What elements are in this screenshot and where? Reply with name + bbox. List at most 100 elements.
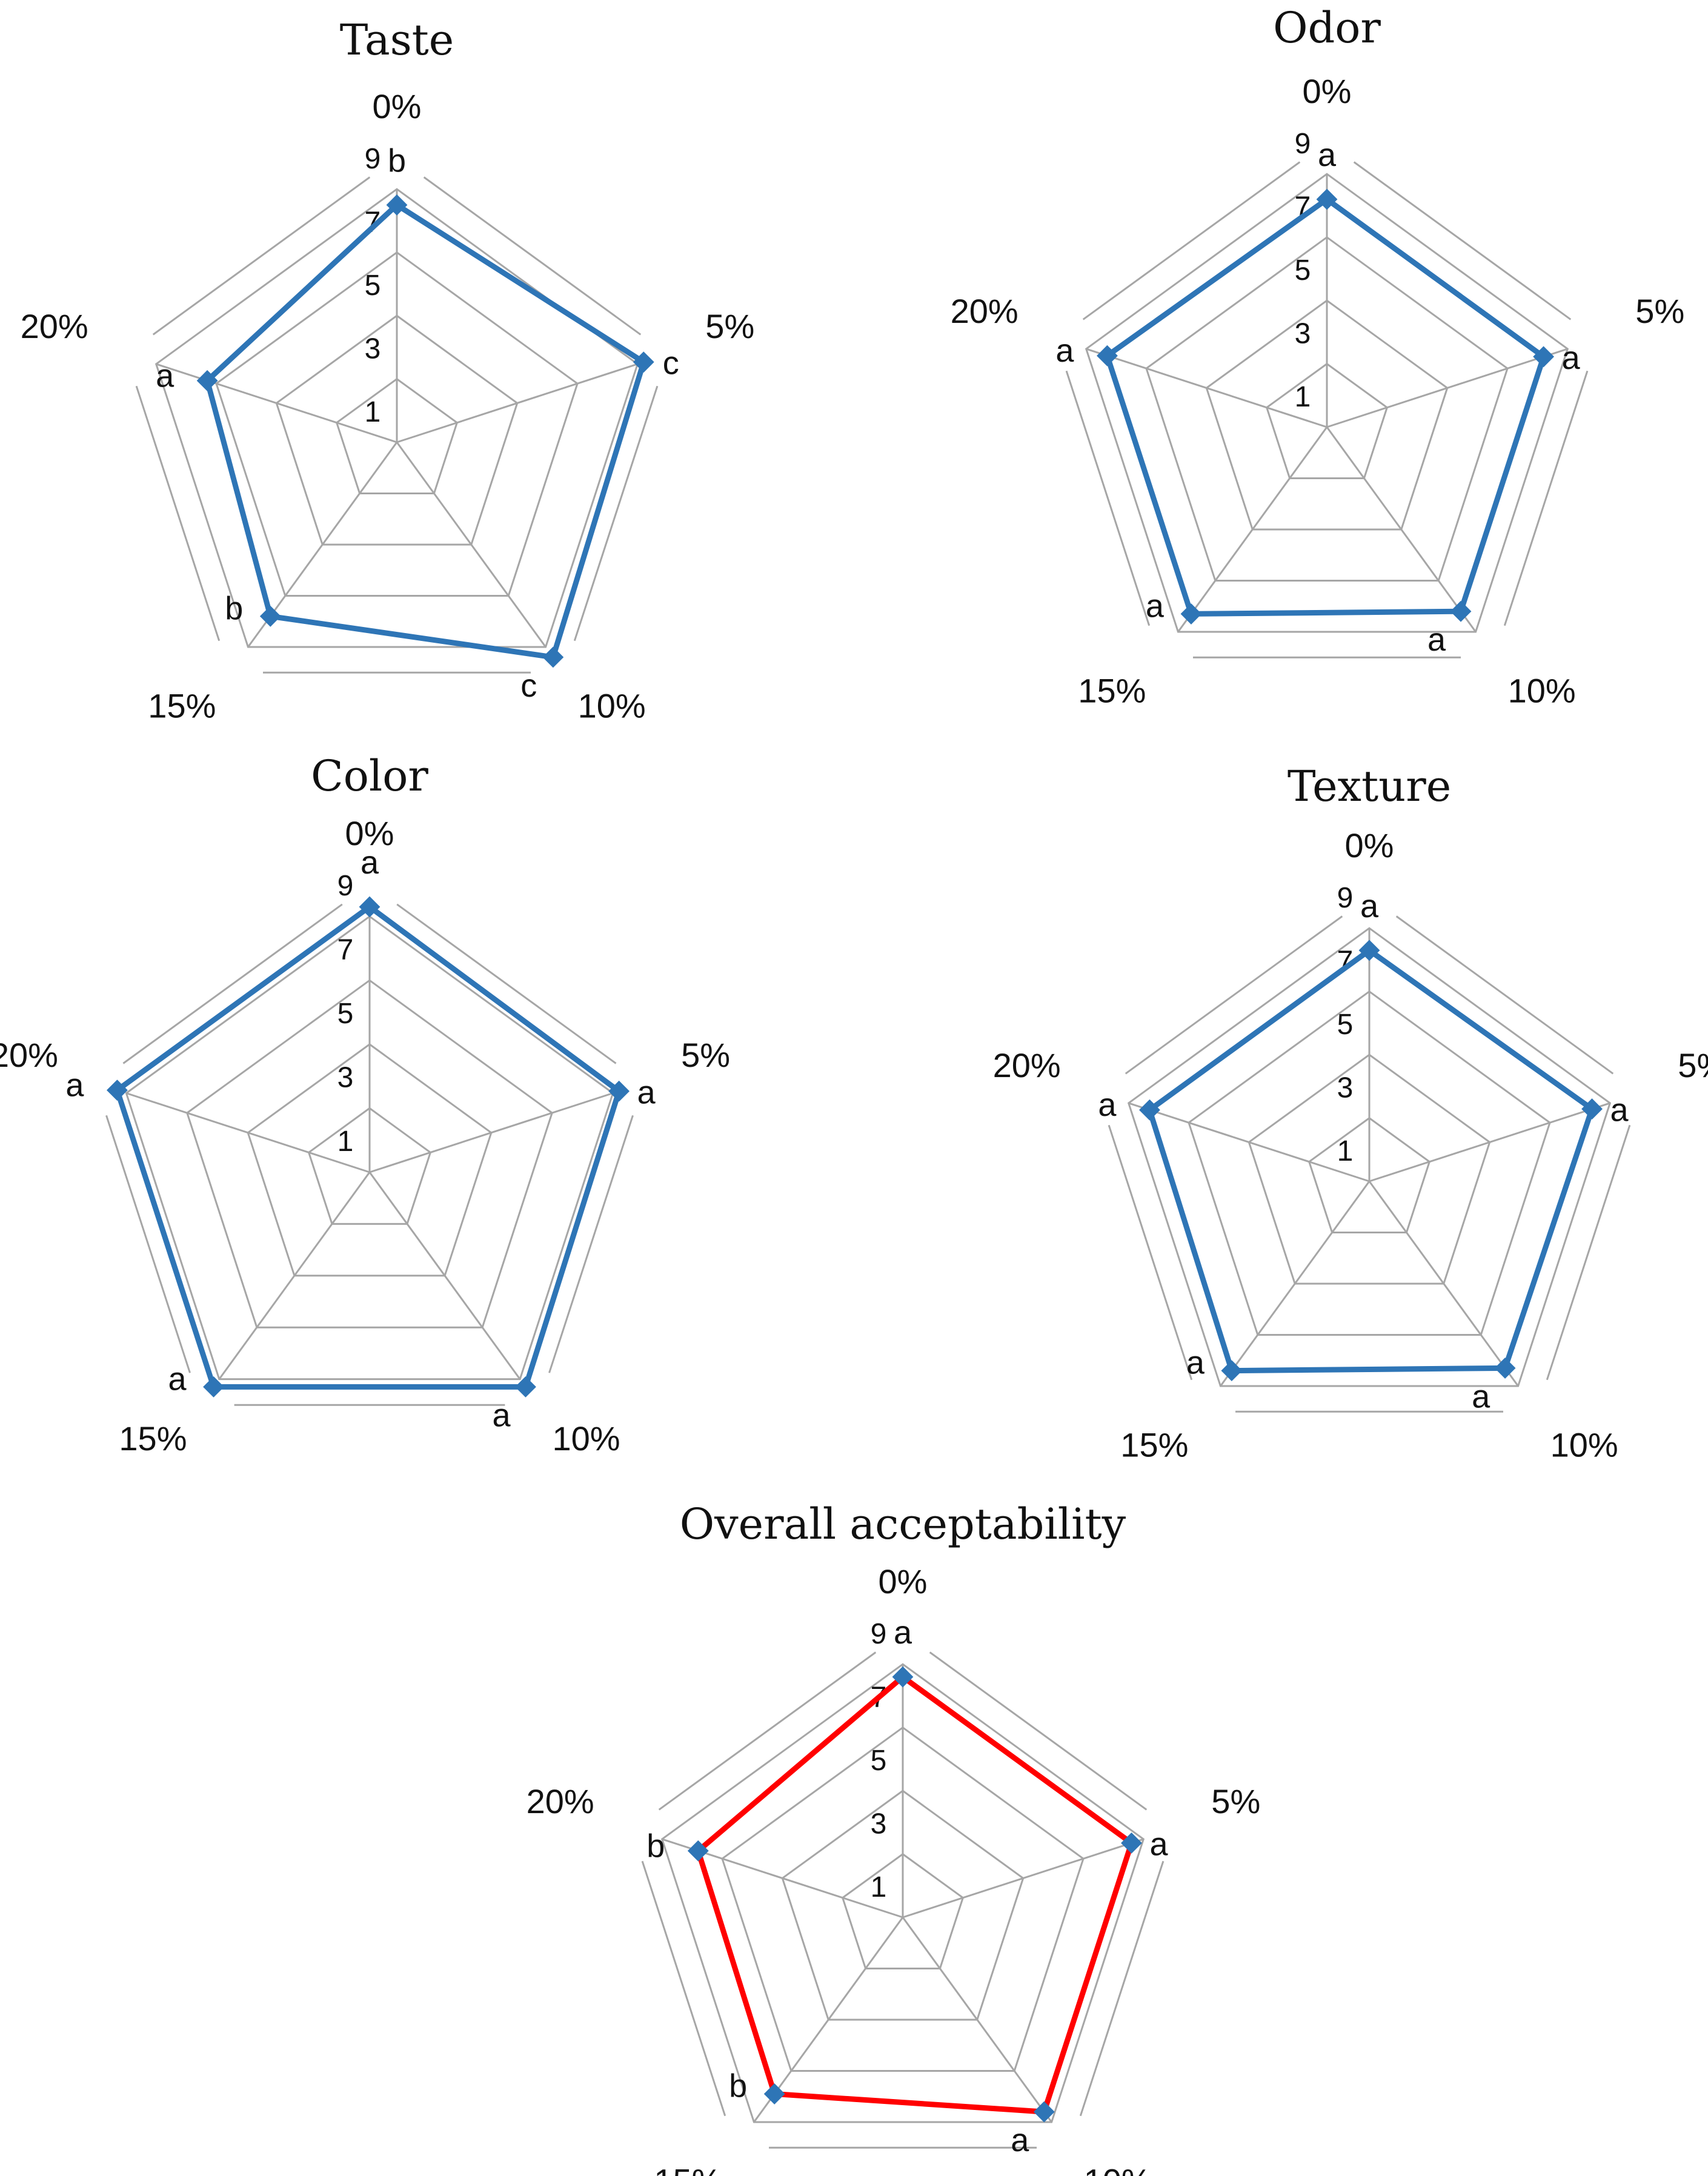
significance-letter: a (492, 1397, 511, 1433)
grid-ring (1308, 1116, 1431, 1233)
data-point-marker (106, 1080, 128, 1101)
tick-label: 5 (337, 998, 354, 1030)
data-point-marker (1581, 1098, 1603, 1120)
data-point-marker (1097, 345, 1118, 367)
category-label: 5% (681, 1036, 730, 1074)
outer-frame-edge (396, 903, 617, 1064)
significance-letter: c (663, 345, 679, 382)
axis-spoke (396, 363, 638, 443)
data-point-marker (203, 1376, 224, 1398)
grid-ring (1205, 299, 1449, 531)
grid-ring (1248, 1053, 1491, 1285)
tick-label: 3 (871, 1808, 887, 1840)
category-label: 10% (1508, 672, 1576, 710)
grid-ring (186, 979, 553, 1328)
outer-frame-edge (1079, 1860, 1165, 2117)
data-point-marker (1180, 603, 1202, 625)
grid-ring (307, 1107, 432, 1225)
axis-spoke (1368, 1181, 1519, 1387)
significance-letter: a (361, 844, 379, 881)
significance-letter: b (729, 2068, 747, 2105)
data-point-marker (1358, 940, 1380, 961)
axis-spoke (1369, 1102, 1610, 1183)
tick-label: 3 (337, 1062, 354, 1094)
category-label: 15% (1120, 1426, 1188, 1464)
significance-letter: b (388, 142, 406, 179)
grid-ring (215, 251, 579, 597)
category-label: 0% (1345, 826, 1394, 864)
tick-label: 3 (1337, 1072, 1354, 1104)
chart-title: Texture (1288, 761, 1451, 811)
significance-letter: a (1055, 333, 1074, 369)
category-label: 5% (1211, 1782, 1260, 1820)
data-point-marker (359, 896, 380, 918)
series-line (204, 201, 647, 660)
significance-letter: a (1427, 622, 1446, 658)
chart-title: Odor (1273, 3, 1381, 53)
outer-frame-edge (658, 1651, 877, 1811)
tick-label: 9 (1295, 128, 1311, 160)
grid-ring (721, 1726, 1085, 2072)
category-label: 20% (527, 1782, 594, 1820)
category-label: 0% (1303, 72, 1352, 110)
tick-label: 1 (337, 1126, 354, 1158)
tick-label: 9 (871, 1618, 887, 1650)
tick-label: 5 (1337, 1009, 1354, 1041)
tick-label: 1 (365, 396, 381, 428)
significance-letter: a (1472, 1378, 1490, 1415)
significance-letter: c (520, 668, 537, 704)
axis-spoke (1177, 426, 1328, 632)
category-label: 20% (0, 1036, 58, 1074)
chart-title: Color (311, 751, 428, 801)
category-label: 20% (951, 292, 1018, 330)
category-label: 0% (345, 814, 394, 852)
significance-letter: a (65, 1067, 84, 1104)
outer-frame-edge (1065, 370, 1151, 626)
outer-frame-edge (152, 176, 371, 336)
grid-ring (841, 1853, 965, 1969)
grid-ring (1188, 990, 1551, 1336)
tick-label: 1 (871, 1871, 887, 1903)
category-label: 5% (1678, 1046, 1708, 1084)
axis-spoke (368, 1172, 521, 1380)
category-label: 10% (553, 1419, 620, 1458)
significance-letter: a (1186, 1345, 1205, 1381)
category-label: 0% (373, 87, 422, 125)
data-point-marker (633, 351, 654, 373)
significance-letter: a (1318, 137, 1337, 173)
tick-label: 5 (365, 270, 381, 302)
axis-spoke (902, 1838, 1144, 1919)
grid-ring (1127, 927, 1612, 1387)
radar-chart-5: Overall acceptability135790%5%10%15%20%a… (527, 1499, 1261, 2176)
outer-frame-edge (641, 1860, 726, 2117)
category-label: 5% (705, 307, 754, 345)
significance-letter: a (894, 1614, 912, 1651)
outer-frame-edge (122, 903, 343, 1064)
data-point-marker (196, 370, 218, 391)
data-point-marker (892, 1666, 914, 1688)
axis-spoke (369, 1092, 614, 1173)
data-point-marker (542, 646, 564, 668)
tick-label: 9 (365, 143, 381, 175)
category-label: 15% (654, 2162, 722, 2176)
outer-frame-edge (135, 385, 221, 642)
chart-title: Overall acceptability (680, 1499, 1126, 1549)
series-line (114, 903, 622, 1390)
significance-letter: a (1562, 340, 1581, 376)
series-line (1104, 196, 1547, 617)
significance-letter: a (1011, 2122, 1029, 2158)
outer-frame-edge (1082, 161, 1301, 320)
data-point-marker (687, 1840, 709, 1862)
category-label: 20% (21, 307, 88, 345)
grid-ring (781, 1790, 1025, 2021)
data-point-marker (1494, 1358, 1516, 1379)
grid-ring (275, 314, 519, 546)
outer-frame-edge (548, 1115, 634, 1373)
grid-ring (660, 1663, 1145, 2123)
axis-spoke (1326, 348, 1568, 428)
grid-ring (1265, 362, 1389, 479)
significance-letter: a (1360, 888, 1379, 924)
chart-title: Taste (340, 15, 454, 65)
